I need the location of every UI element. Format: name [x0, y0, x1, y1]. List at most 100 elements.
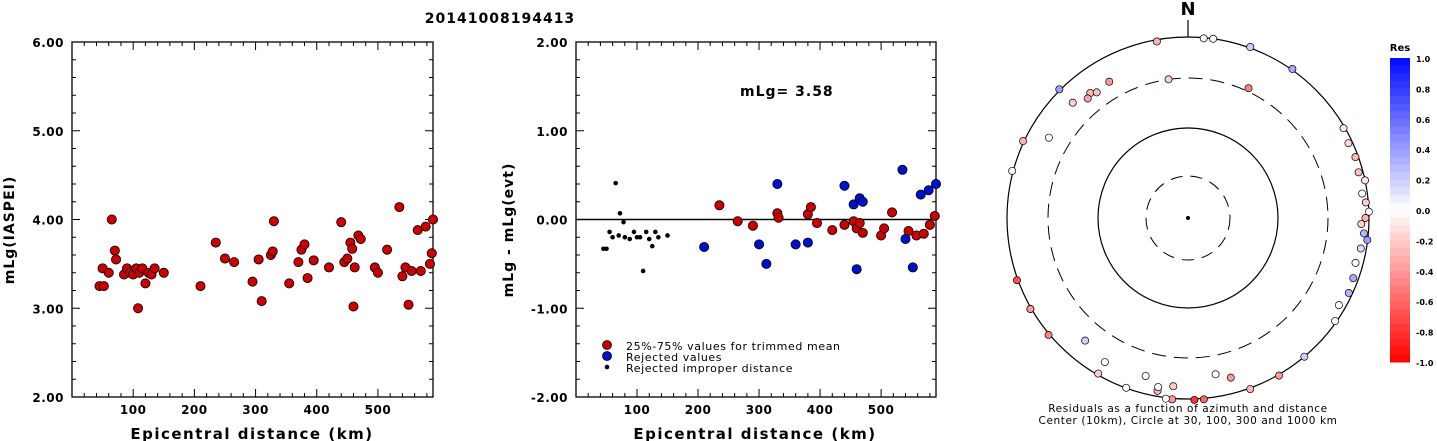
- trimmed-mean-point: [887, 207, 898, 218]
- residual-point: [1044, 133, 1053, 142]
- rejected-distance-point: [646, 236, 652, 242]
- magnitude-point: [229, 257, 240, 268]
- rejected-value-point: [923, 185, 934, 196]
- residual-point: [1152, 37, 1161, 46]
- magnitude-point: [210, 237, 221, 248]
- colorbar-swatch: [1390, 118, 1410, 127]
- magnitude-point: [293, 257, 304, 268]
- mid-y-tick-label: -2.00: [531, 391, 568, 405]
- residual-point: [1169, 382, 1178, 391]
- residual-colorbar: 1.0 0.8 0.6 0.4 0.2 0.0 -0.2 -0.4 -0.6 -0.8 -1.0: [1390, 55, 1434, 368]
- magnitude-point: [426, 248, 437, 259]
- colorbar-swatch: [1390, 141, 1410, 150]
- colorbar-swatch: [1390, 263, 1410, 272]
- magnitude-point: [247, 276, 258, 287]
- trimmed-mean-point: [747, 220, 758, 231]
- left-x-tick-label: 400: [303, 403, 330, 417]
- residual-point: [1105, 77, 1114, 86]
- magnitude-point: [256, 296, 267, 307]
- colorbar-tick-label: 0.0: [1416, 207, 1431, 216]
- colorbar-swatch: [1390, 286, 1410, 295]
- magnitude-point: [397, 271, 408, 282]
- mid-x-tick-label: 100: [624, 403, 651, 417]
- rejected-value-point: [931, 178, 942, 189]
- colorbar-swatch: [1390, 187, 1410, 196]
- center-marker: [1186, 216, 1190, 220]
- residual-point: [1331, 317, 1340, 325]
- mid-y-tick-label: -1.00: [531, 302, 568, 316]
- colorbar-tick-label: 0.2: [1416, 177, 1430, 186]
- colorbar-tick-label: 0.6: [1416, 116, 1431, 125]
- magnitude-point: [98, 281, 109, 292]
- colorbar-swatch: [1390, 270, 1410, 279]
- residual-point: [1100, 358, 1109, 366]
- colorbar-swatch: [1390, 217, 1410, 226]
- trimmed-mean-point: [929, 210, 940, 221]
- left-x-tick-label: 100: [120, 403, 147, 417]
- rejected-value-point: [857, 196, 868, 207]
- mid-y-axis-label: mLg - mLg(evt): [501, 163, 517, 298]
- residual-point: [1199, 395, 1208, 404]
- colorbar-swatch: [1390, 73, 1410, 82]
- rejected-value-point: [699, 242, 710, 253]
- rejected-distance-point: [665, 233, 670, 238]
- magnitude-point: [348, 301, 359, 312]
- azimuth-distance-polar-panel: [1006, 20, 1373, 404]
- colorbar-swatch: [1390, 324, 1410, 333]
- residual-point: [1190, 395, 1199, 404]
- colorbar-swatch: [1390, 354, 1410, 363]
- colorbar-swatch: [1390, 293, 1410, 302]
- colorbar-swatch: [1390, 308, 1410, 317]
- residual-point: [1154, 383, 1163, 391]
- colorbar-swatch: [1390, 111, 1410, 120]
- residual-point: [1364, 207, 1373, 216]
- magnitude-point: [133, 303, 144, 314]
- magnitude-point: [158, 267, 169, 278]
- trimmed-mean-point: [805, 202, 816, 213]
- left-y-tick-label: 4.00: [32, 214, 64, 228]
- rejected-value-point: [851, 264, 862, 275]
- trimmed-mean-point: [714, 200, 725, 211]
- colorbar-swatch: [1390, 331, 1410, 340]
- magnitude-point: [427, 214, 438, 225]
- ring-100km: [1097, 127, 1279, 309]
- magnitude-point: [349, 262, 360, 273]
- trimmed-mean-point: [773, 212, 784, 223]
- colorbar-title: Res: [1390, 43, 1410, 54]
- left-frame: [71, 41, 434, 398]
- mid-y-tick-label: 1.00: [536, 125, 568, 139]
- residual-point: [1122, 383, 1131, 392]
- rejected-distance-point: [617, 210, 623, 216]
- magnitude-point: [406, 265, 417, 276]
- rejected-value-point: [907, 262, 918, 273]
- residual-point: [1351, 153, 1360, 162]
- magnitude-point: [372, 267, 383, 278]
- rejected-distance-point: [640, 268, 646, 274]
- residual-point: [1019, 137, 1028, 146]
- colorbar-tick-label: -0.2: [1416, 237, 1434, 246]
- residual-point: [1246, 43, 1255, 51]
- mid-x-tick-label: 300: [746, 403, 773, 417]
- residual-point: [1199, 34, 1208, 43]
- colorbar-swatch: [1390, 232, 1410, 241]
- magnitude-point: [195, 281, 206, 292]
- rejected-distance-point: [643, 229, 649, 235]
- left-y-axis-label: mLg(IASPEI): [2, 176, 18, 285]
- residual-point: [1055, 85, 1064, 94]
- figure-title: 20141008194413: [425, 11, 575, 27]
- residual-point: [1008, 166, 1017, 175]
- rejected-value-point: [754, 239, 765, 250]
- residual-point: [1351, 258, 1360, 267]
- left-x-tick-label: 300: [242, 403, 269, 417]
- residual-point: [1211, 370, 1220, 379]
- rejected-distance-point: [631, 229, 637, 235]
- trimmed-mean-point: [924, 219, 935, 230]
- polar-caption-line2: Center (10km), Circle at 30, 100, 300 an…: [1039, 415, 1338, 427]
- colorbar-tick-label: -0.4: [1416, 268, 1434, 277]
- left-x-tick-label: 200: [181, 403, 208, 417]
- residual-point: [1081, 336, 1090, 345]
- residual-point: [1275, 371, 1283, 380]
- residual-point: [1094, 369, 1103, 378]
- residual-point: [1246, 385, 1255, 393]
